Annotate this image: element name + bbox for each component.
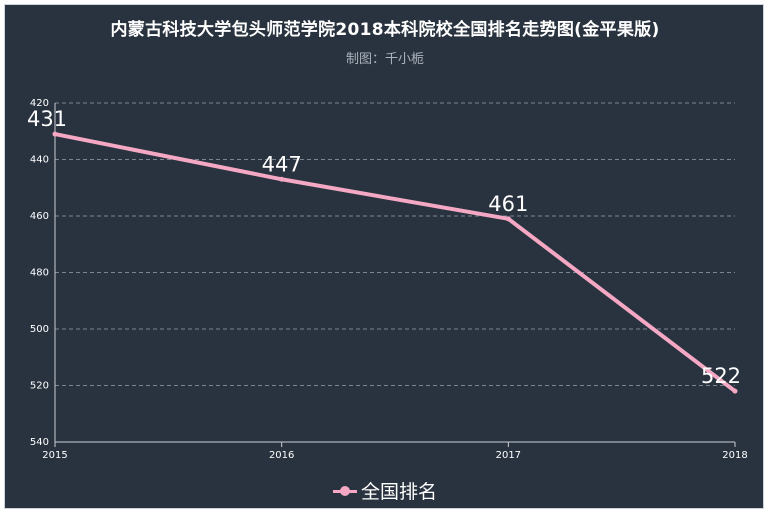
line-chart: 420 440 460 480 500 520 540 2015 2016 2017 2018 431…	[27, 98, 748, 461]
legend: 全国排名	[5, 477, 765, 504]
y-tick-label: 540	[30, 437, 49, 448]
data-label: 461	[488, 192, 528, 216]
data-point	[279, 176, 285, 182]
series-line	[53, 132, 737, 394]
data-point	[52, 131, 58, 137]
chart-frame: 内蒙古科技大学包头师范学院2018本科院校全国排名走势图(金平果版) 制图：千小…	[4, 4, 764, 509]
legend-item-series[interactable]: 全国排名	[332, 477, 437, 504]
y-tick-label: 460	[30, 211, 49, 222]
chart-title: 内蒙古科技大学包头师范学院2018本科院校全国排名走势图(金平果版)	[110, 20, 660, 40]
y-tick-label: 480	[30, 268, 49, 279]
x-tick-label: 2015	[42, 450, 67, 461]
y-tick-label: 440	[30, 155, 49, 166]
data-point	[732, 388, 738, 394]
data-label: 447	[262, 152, 302, 176]
y-tick-label: 420	[30, 98, 49, 109]
legend-marker-icon	[332, 484, 357, 498]
x-tick-label: 2018	[722, 450, 747, 461]
y-tick-label: 520	[30, 381, 49, 392]
data-label: 431	[27, 107, 67, 131]
data-point	[505, 216, 511, 222]
chart-subtitle: 制图：千小栀	[345, 52, 424, 67]
x-tick-label: 2016	[269, 450, 294, 461]
y-tick-label: 500	[30, 324, 49, 335]
legend-label: 全国排名	[360, 481, 437, 503]
x-tick-label: 2017	[496, 450, 521, 461]
data-label: 522	[701, 364, 741, 388]
